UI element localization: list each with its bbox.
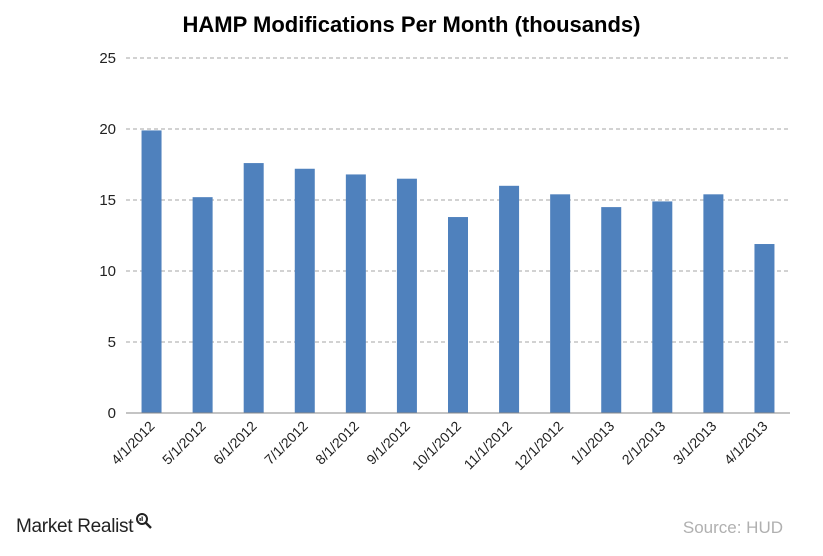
bar-2/1/2013: [652, 201, 673, 413]
x-tick-label: 1/1/2013: [568, 418, 618, 468]
y-tick-label: 0: [108, 405, 116, 422]
x-tick-label: 9/1/2012: [363, 418, 413, 468]
bar-4/1/2012: [141, 130, 162, 414]
bar-12/1/2012: [550, 194, 571, 413]
chart-title: HAMP Modifications Per Month (thousands): [182, 12, 641, 37]
bar-5/1/2012: [192, 197, 213, 413]
y-tick-label: 15: [99, 192, 116, 209]
bar-8/1/2012: [345, 174, 366, 413]
bar-9/1/2012: [396, 178, 417, 413]
x-tick-label: 8/1/2012: [312, 418, 362, 468]
bar-1/1/2013: [601, 207, 622, 413]
brand-name: Market Realist: [16, 516, 134, 537]
y-axis-ticks: 0 5 10 15 20 25: [99, 50, 116, 422]
x-tick-label: 11/1/2012: [461, 418, 516, 473]
x-tick-label: 4/1/2013: [721, 418, 771, 468]
source-note: Source: HUD: [682, 518, 783, 537]
bar-4/1/2013: [754, 244, 775, 413]
bars: [141, 130, 775, 414]
bar-6/1/2012: [243, 163, 264, 413]
brand-logo: Market Realist: [16, 513, 153, 538]
bar-11/1/2012: [499, 185, 520, 413]
y-tick-label: 20: [99, 121, 116, 138]
y-tick-label: 5: [108, 334, 116, 351]
bar-3/1/2013: [703, 194, 724, 413]
x-tick-label: 2/1/2013: [619, 418, 669, 468]
magnifier-icon: [136, 513, 153, 529]
x-tick-label: 5/1/2012: [159, 418, 209, 468]
x-tick-label: 3/1/2013: [670, 418, 720, 468]
x-tick-label: 10/1/2012: [409, 418, 465, 474]
bar-7/1/2012: [294, 168, 315, 413]
y-tick-label: 10: [99, 263, 116, 280]
x-tick-label: 12/1/2012: [511, 418, 567, 474]
x-axis-ticks: 4/1/2012 5/1/2012 6/1/2012 7/1/2012 8/1/2012…: [108, 418, 771, 474]
x-tick-label: 7/1/2012: [261, 418, 311, 468]
x-tick-label: 4/1/2012: [108, 418, 158, 468]
y-tick-label: 25: [99, 50, 116, 67]
bar-chart: 0 5 10 15 20 25 4/1/2012 5/1/2012 6/1/2012 7/1/2…: [99, 50, 790, 474]
x-tick-label: 6/1/2012: [210, 418, 260, 468]
bar-10/1/2012: [448, 217, 468, 413]
